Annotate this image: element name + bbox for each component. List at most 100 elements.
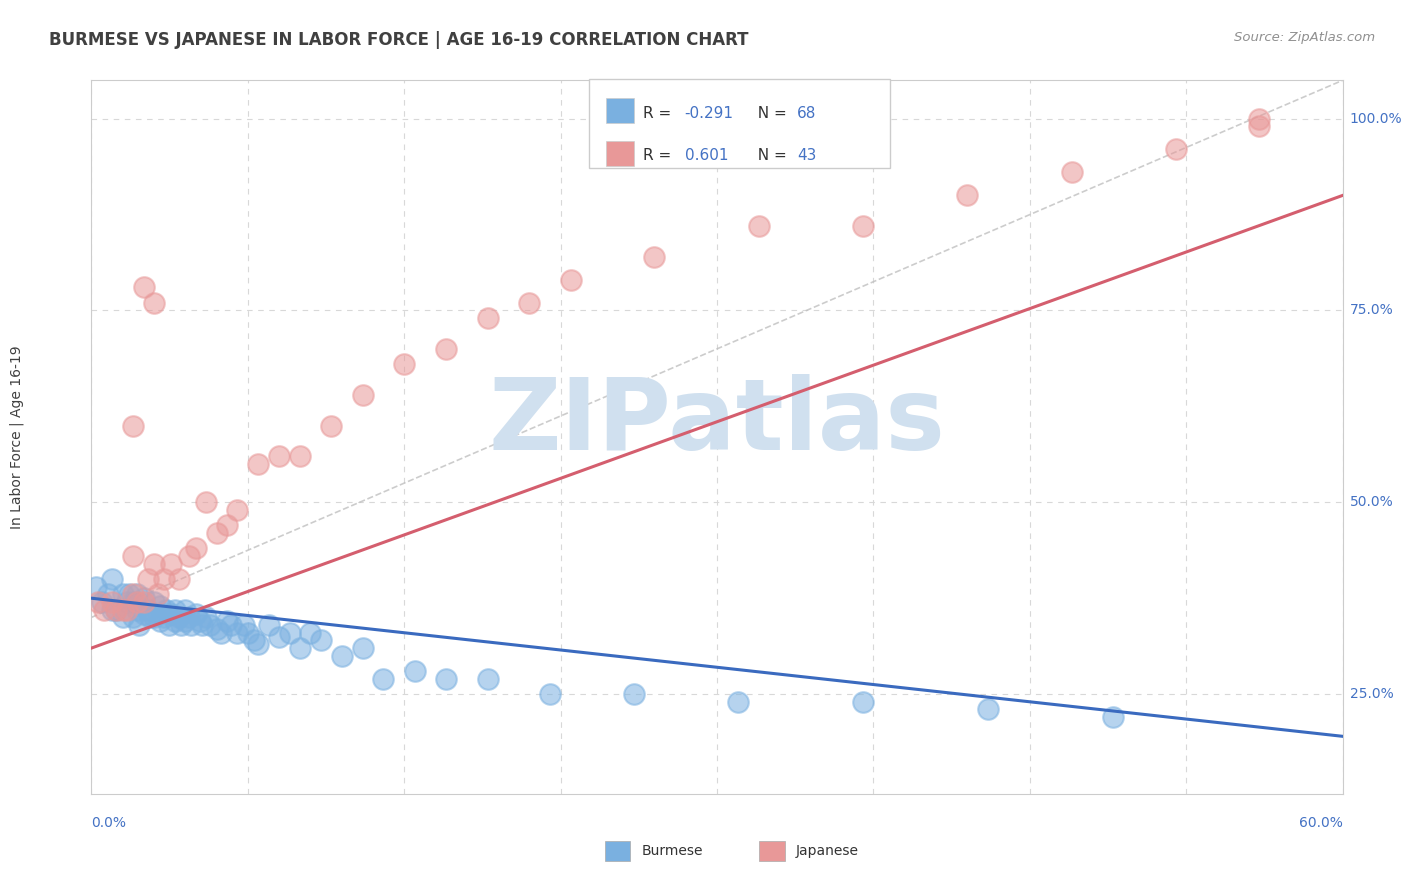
Point <box>153 610 176 624</box>
Point <box>122 610 145 624</box>
Point <box>1164 142 1187 156</box>
Point <box>188 614 211 628</box>
Point <box>215 518 238 533</box>
Point <box>115 603 138 617</box>
Point <box>159 557 181 571</box>
Point <box>477 672 499 686</box>
Point <box>477 311 499 326</box>
Point <box>200 618 222 632</box>
Point <box>215 614 238 628</box>
Point <box>101 572 124 586</box>
Point <box>977 702 1000 716</box>
Point <box>167 610 190 624</box>
Point <box>132 591 155 606</box>
Point <box>288 641 311 656</box>
Point <box>90 595 112 609</box>
Point <box>247 637 270 651</box>
Text: In Labor Force | Age 16-19: In Labor Force | Age 16-19 <box>10 345 24 529</box>
Text: R =: R = <box>643 106 676 121</box>
Text: R =: R = <box>643 148 676 163</box>
Point <box>434 342 457 356</box>
Point <box>179 549 201 563</box>
Point <box>155 603 177 617</box>
Point <box>299 625 322 640</box>
Text: 0.0%: 0.0% <box>91 816 127 830</box>
Point <box>184 607 207 621</box>
Point <box>122 418 145 433</box>
Point <box>352 388 374 402</box>
Point <box>93 603 115 617</box>
Point <box>122 595 145 609</box>
Point <box>157 618 180 632</box>
Point <box>257 618 280 632</box>
Point <box>352 641 374 656</box>
Text: 75.0%: 75.0% <box>1350 303 1393 318</box>
Point <box>97 587 120 601</box>
Point <box>143 295 166 310</box>
Point <box>226 503 249 517</box>
Point <box>128 618 150 632</box>
Point <box>132 607 155 621</box>
Point <box>1249 120 1271 134</box>
Point <box>852 219 875 233</box>
Point <box>205 622 228 636</box>
Point <box>101 603 124 617</box>
Point <box>132 595 155 609</box>
Point <box>623 687 645 701</box>
Point <box>139 610 162 624</box>
Text: N =: N = <box>748 148 792 163</box>
Point <box>179 610 201 624</box>
Point <box>309 633 332 648</box>
Point <box>560 273 582 287</box>
Point <box>1060 165 1083 179</box>
Point <box>209 625 232 640</box>
Point <box>146 607 169 621</box>
Point <box>205 526 228 541</box>
Point <box>143 610 166 624</box>
Point <box>226 625 249 640</box>
Point <box>143 557 166 571</box>
Point <box>122 587 145 601</box>
Point <box>288 450 311 464</box>
Point <box>538 687 561 701</box>
Text: 68: 68 <box>797 106 817 121</box>
Point <box>105 603 128 617</box>
Point <box>278 625 301 640</box>
Point <box>219 618 242 632</box>
Point <box>373 672 395 686</box>
Point <box>146 587 169 601</box>
Text: 0.601: 0.601 <box>685 148 728 163</box>
Point <box>727 695 749 709</box>
Point <box>404 664 426 678</box>
Point <box>86 595 108 609</box>
Point <box>236 625 259 640</box>
Point <box>127 595 149 609</box>
Text: 25.0%: 25.0% <box>1350 687 1393 701</box>
Point <box>232 618 254 632</box>
Point <box>180 618 202 632</box>
Point <box>184 541 207 556</box>
Point <box>174 603 197 617</box>
Text: ZIPatlas: ZIPatlas <box>489 375 945 471</box>
Point <box>143 595 166 609</box>
Point <box>105 603 128 617</box>
Point <box>153 572 176 586</box>
Point <box>956 188 979 202</box>
Text: 50.0%: 50.0% <box>1350 495 1393 509</box>
Point <box>517 295 540 310</box>
Point <box>1102 710 1125 724</box>
Point <box>247 457 270 471</box>
Point <box>84 580 107 594</box>
Point <box>163 614 186 628</box>
Point <box>434 672 457 686</box>
Point <box>159 607 181 621</box>
Point <box>163 603 186 617</box>
Point <box>191 618 214 632</box>
Point <box>748 219 770 233</box>
Text: 43: 43 <box>797 148 817 163</box>
Point <box>136 603 159 617</box>
Point <box>111 610 134 624</box>
Point <box>167 572 190 586</box>
Point <box>127 603 149 617</box>
Point <box>127 587 149 601</box>
